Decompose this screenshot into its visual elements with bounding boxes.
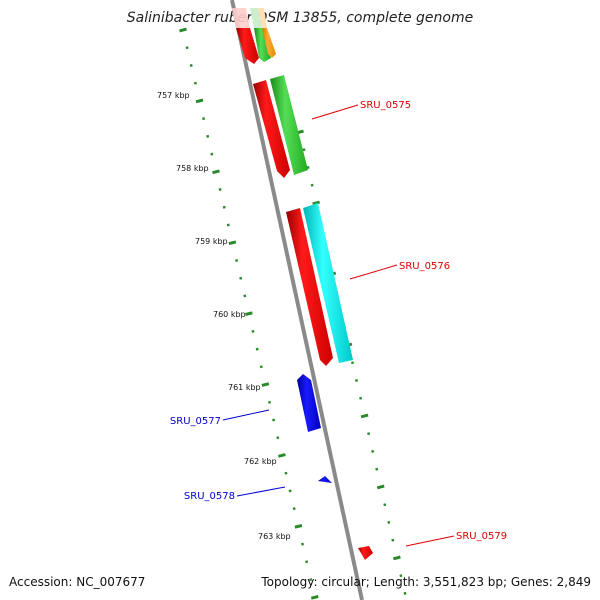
left-minor-tick: [292, 507, 296, 511]
right-major-tick: [312, 200, 320, 206]
feature-red-0575: [253, 80, 290, 178]
feature-red-top: [236, 28, 259, 64]
map-title: Salinibacter ruber DSM 13855, complete g…: [127, 10, 473, 26]
left-major-tick: [179, 27, 187, 33]
left-minor-tick: [284, 471, 288, 475]
feature-green-0575: [270, 75, 308, 175]
left-minor-tick: [218, 188, 222, 191]
right-major-tick: [360, 413, 369, 419]
left-major-tick: [310, 594, 319, 600]
left-minor-tick: [210, 152, 214, 156]
leader-sru-0579: [405, 535, 455, 547]
right-tick-column: [296, 129, 407, 595]
right-minor-tick: [403, 591, 407, 595]
right-minor-tick: [367, 432, 371, 436]
feature-orange-top-ghost: [258, 8, 267, 28]
right-minor-tick: [383, 503, 387, 507]
right-minor-tick: [371, 449, 375, 453]
genome-summary-text: Topology: circular; Length: 3,551,823 bp…: [260, 575, 591, 589]
kbp-label-758: 758 kbp: [176, 164, 209, 173]
right-major-tick: [376, 484, 385, 490]
left-major-tick: [212, 169, 220, 175]
right-minor-tick: [387, 520, 391, 524]
kbp-label-760: 760 kbp: [213, 310, 246, 319]
left-minor-tick: [202, 117, 206, 121]
left-minor-tick: [309, 578, 313, 582]
right-minor-tick: [399, 574, 403, 578]
right-minor-tick: [391, 538, 395, 542]
left-minor-tick: [301, 542, 304, 546]
left-major-tick: [261, 382, 270, 387]
left-minor-tick: [193, 81, 197, 85]
right-minor-tick: [359, 396, 363, 400]
leader-sru-0575: [311, 104, 359, 120]
gene-label-sru-0577[interactable]: SRU_0577: [170, 416, 221, 427]
right-minor-tick: [302, 148, 306, 152]
right-minor-tick: [355, 379, 358, 382]
left-minor-tick: [243, 294, 247, 298]
kbp-label-763: 763 kbp: [258, 532, 291, 541]
gene-label-sru-0579[interactable]: SRU_0579: [456, 531, 507, 542]
left-minor-tick: [276, 436, 280, 440]
feature-blue-0577: [297, 374, 321, 432]
right-major-tick: [393, 555, 401, 561]
left-major-tick: [278, 453, 286, 458]
left-minor-tick: [222, 205, 226, 209]
left-minor-tick: [268, 400, 271, 404]
left-major-tick: [228, 240, 237, 246]
feature-green-top: [254, 28, 271, 62]
kbp-label-759: 759 kbp: [195, 237, 228, 246]
kbp-label-762: 762 kbp: [244, 457, 277, 466]
right-minor-tick: [351, 361, 354, 365]
left-major-tick: [294, 524, 303, 529]
left-tick-column: [179, 27, 319, 600]
feature-red-top-ghost: [232, 8, 250, 28]
left-minor-tick: [272, 418, 276, 422]
right-minor-tick: [375, 467, 379, 471]
left-minor-tick: [259, 365, 263, 369]
leader-sru-0576: [349, 264, 398, 280]
left-major-tick: [195, 98, 204, 104]
left-minor-tick: [239, 276, 243, 280]
feature-cyan-0576: [303, 203, 353, 363]
left-minor-tick: [255, 347, 259, 351]
gene-label-sru-0576[interactable]: SRU_0576: [399, 261, 450, 272]
gene-label-sru-0578[interactable]: SRU_0578: [184, 491, 235, 502]
kbp-label-761: 761 kbp: [228, 383, 261, 392]
leader-sru-0578: [236, 486, 286, 497]
left-minor-tick: [251, 329, 255, 333]
feature-blue-0578: [318, 476, 332, 483]
right-minor-tick: [310, 183, 314, 187]
left-minor-tick: [226, 223, 230, 227]
left-minor-tick: [185, 46, 189, 50]
left-minor-tick: [235, 259, 239, 262]
left-minor-tick: [189, 64, 193, 67]
left-major-tick: [245, 311, 253, 316]
left-minor-tick: [305, 560, 309, 564]
genome-backbone: [230, 0, 364, 600]
kbp-label-757: 757 kbp: [157, 91, 190, 100]
gene-label-sru-0575[interactable]: SRU_0575: [360, 100, 411, 111]
left-minor-tick: [206, 134, 210, 138]
left-minor-tick: [288, 489, 292, 493]
feature-red-0579: [358, 546, 373, 560]
leader-sru-0577: [222, 409, 270, 421]
feature-orange-top: [262, 28, 276, 58]
accession-text: Accession: NC_007677: [9, 575, 145, 589]
feature-red-0576: [286, 208, 333, 366]
